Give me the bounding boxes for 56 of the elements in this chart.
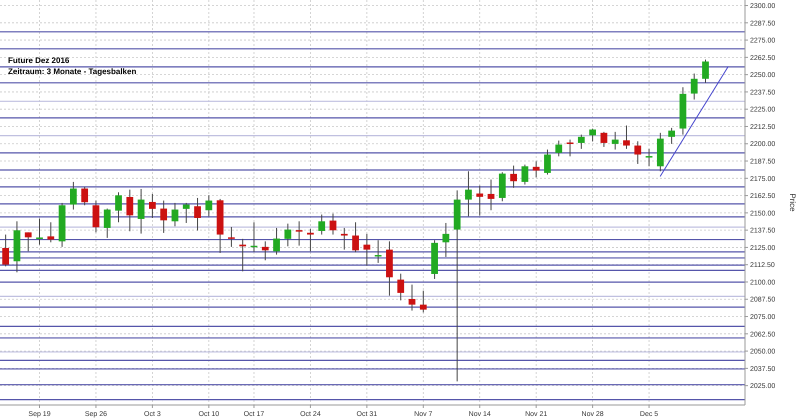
candlestick	[160, 200, 168, 234]
candlestick	[352, 222, 359, 253]
candlestick	[149, 193, 156, 218]
candlestick	[420, 290, 427, 313]
candlestick	[690, 73, 698, 100]
candlestick	[70, 181, 77, 210]
candlestick	[24, 232, 32, 252]
candlestick	[228, 226, 235, 248]
candlestick	[476, 185, 484, 216]
candlestick	[408, 284, 416, 312]
candlestick	[702, 59, 709, 84]
candlestick	[646, 148, 652, 167]
candlestick	[397, 273, 404, 301]
candlestick	[510, 165, 517, 188]
candlestick	[92, 200, 100, 233]
candlestick	[555, 140, 562, 157]
candlestick	[668, 127, 676, 144]
candlestick	[634, 140, 642, 164]
candlestick	[273, 227, 280, 256]
candlestick	[138, 188, 144, 234]
candlestick	[104, 208, 111, 238]
candlestick	[115, 192, 122, 223]
candlestick	[488, 179, 494, 211]
candlestick	[318, 214, 326, 236]
candlestick	[600, 131, 608, 148]
y-axis-title: Price	[788, 193, 797, 212]
candlestick	[250, 222, 258, 252]
candlestick	[205, 194, 212, 217]
candlestick	[81, 186, 88, 206]
candlestick	[330, 213, 336, 236]
candlestick	[612, 131, 619, 150]
candlestick	[363, 233, 370, 266]
candlestick	[126, 189, 134, 232]
candlestick	[2, 234, 10, 267]
candlestick	[239, 238, 246, 272]
candlestick	[374, 240, 382, 264]
candlestick	[589, 128, 596, 142]
candlestick	[47, 222, 54, 243]
candlestick	[284, 223, 292, 247]
candlestick	[182, 202, 190, 224]
text: Zeitraum: 3 Monate - Tagesbalken	[8, 67, 136, 76]
candlestick	[36, 218, 43, 246]
candlestick	[544, 149, 551, 176]
candlestick	[566, 139, 574, 157]
candlestick	[532, 160, 540, 178]
candlestick	[172, 202, 178, 227]
candlestick	[578, 134, 585, 150]
candlestick	[522, 164, 528, 186]
candlestick	[623, 125, 630, 150]
candlestick	[442, 222, 450, 258]
candlestick	[296, 220, 303, 246]
candlestick	[262, 240, 269, 261]
candlestick	[194, 197, 201, 232]
text: Future Dez 2016	[8, 56, 70, 65]
candlestick	[465, 170, 472, 217]
line-series	[660, 66, 729, 177]
